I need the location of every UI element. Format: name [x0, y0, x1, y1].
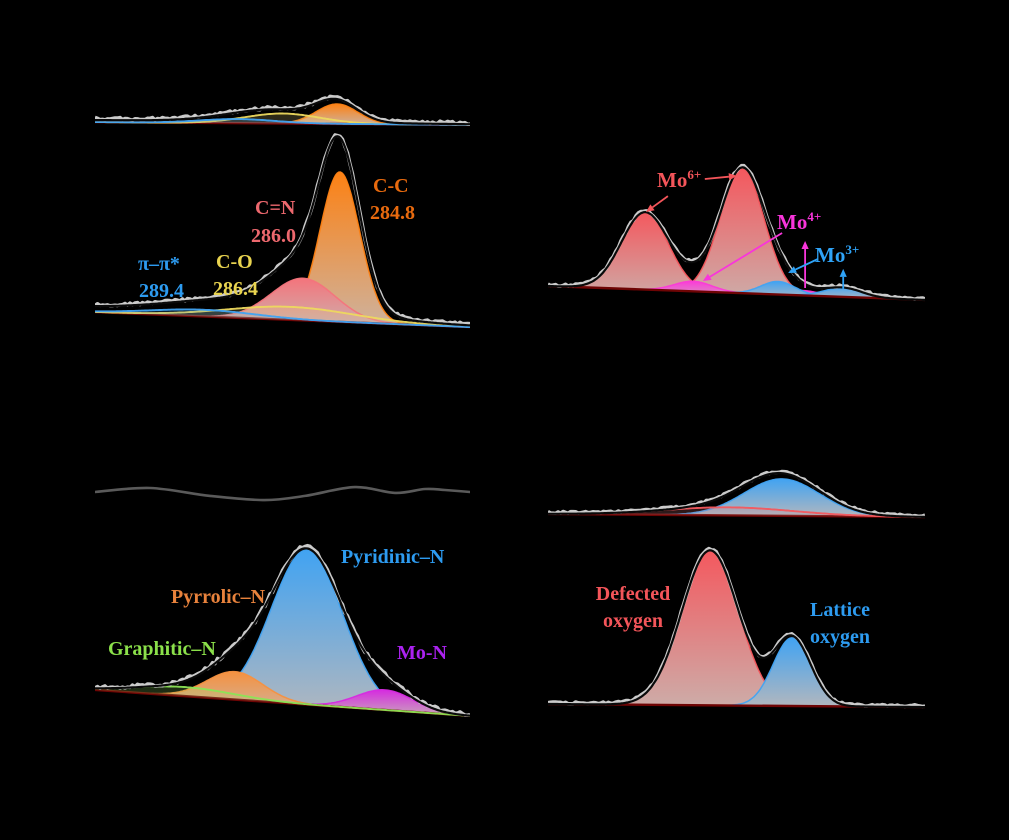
cc-peak-label: C-C	[373, 175, 409, 197]
n1s-spectrum-plot	[95, 485, 470, 718]
graphitic-n-label: Graphitic–N	[108, 638, 216, 660]
mo6-sup: 6+	[687, 167, 702, 182]
cn-peak-energy: 286.0	[251, 225, 296, 247]
fit-envelope	[95, 135, 470, 327]
baseline	[548, 284, 925, 302]
defected-line1: Defected	[595, 583, 671, 605]
fit-envelope	[95, 97, 470, 126]
pi-pi-peak-label: π–π*	[138, 253, 180, 275]
flat-raw-trace	[95, 485, 470, 502]
cn-peak-label: C=N	[255, 197, 296, 219]
lattice-line1: Lattice	[810, 599, 870, 621]
mo4-sup: 4+	[807, 209, 822, 224]
annotation-arrow	[709, 232, 783, 278]
pyridinic-n-label: Pyridinic–N	[341, 546, 445, 568]
annotation-arrowhead	[646, 204, 655, 212]
annotation-arrowhead	[728, 173, 737, 181]
lattice-line2: oxygen	[810, 626, 870, 648]
o1s-spectrum-plot	[548, 469, 925, 709]
fit-envelope	[548, 471, 925, 518]
mo6-main: Mo	[657, 168, 688, 192]
annotation-arrow	[651, 195, 669, 209]
annotation-arrowhead	[788, 266, 797, 273]
co-peak-label: C-O	[216, 251, 253, 273]
mo3d-spectrum-plot	[548, 163, 925, 302]
annotation-arrowhead	[839, 268, 847, 277]
mo3-sup: 3+	[845, 242, 860, 257]
component-peak-fill	[548, 550, 925, 708]
component-peak-fill	[95, 113, 470, 125]
cc-peak-energy: 284.8	[370, 202, 415, 224]
defected-oxygen-label: Defected oxygen	[590, 581, 676, 635]
fit-envelope	[95, 547, 470, 717]
component-peak-fill	[95, 278, 470, 328]
fit-envelope	[548, 166, 925, 301]
pi-pi-peak-energy: 289.4	[139, 280, 184, 302]
annotation-arrowhead	[801, 241, 809, 249]
annotation-arrowhead	[702, 273, 712, 281]
lattice-oxygen-label: Lattice oxygen	[804, 597, 876, 651]
c1s-spectrum-plot	[95, 94, 470, 329]
co-peak-energy: 286.4	[213, 278, 258, 300]
defected-line2: oxygen	[603, 610, 663, 632]
mo4-main: Mo	[777, 210, 808, 234]
annotation-arrow	[704, 175, 729, 180]
mo6-peak-label: Mo6+	[657, 167, 701, 193]
component-peak-fill	[95, 550, 470, 716]
fit-envelope	[548, 549, 925, 709]
component-peak-fill	[95, 686, 470, 716]
component-peak-fill	[548, 212, 925, 300]
mo3-main: Mo	[815, 243, 846, 267]
annotation-arrow	[795, 258, 819, 271]
mo-n-label: Mo-N	[397, 642, 447, 664]
component-peak-fill	[548, 169, 925, 300]
pyrrolic-n-label: Pyrrolic–N	[171, 586, 266, 608]
component-peak-line	[95, 308, 470, 329]
mo4-peak-label: Mo4+	[777, 209, 821, 235]
mo3-peak-label: Mo3+	[815, 242, 859, 268]
